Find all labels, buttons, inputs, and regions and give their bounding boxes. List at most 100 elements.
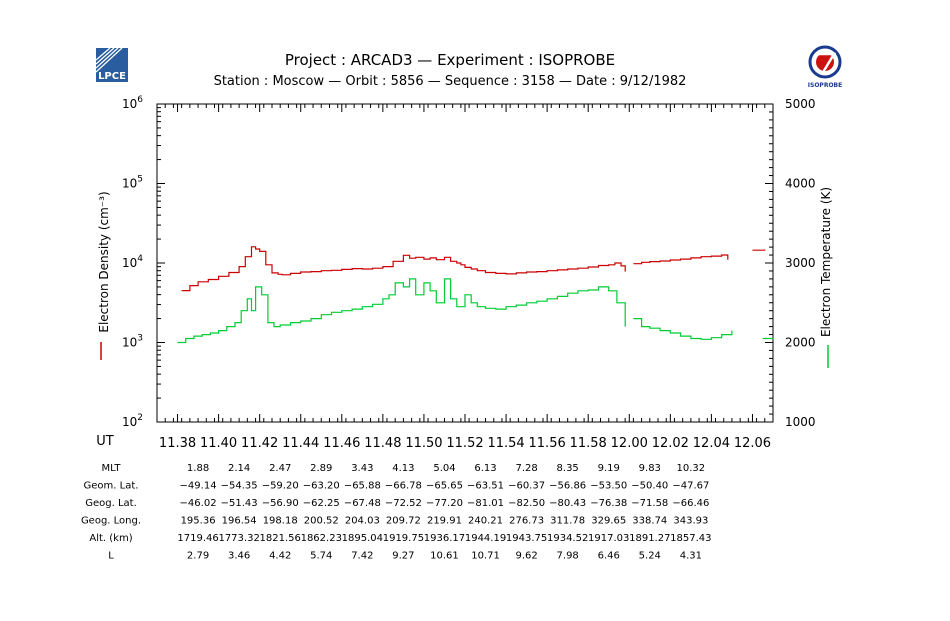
table-cell: 8.35 — [557, 463, 579, 474]
table-cell: 9.27 — [392, 551, 414, 562]
isoprobe-logo-core — [816, 53, 834, 71]
table-cell: 4.13 — [392, 463, 414, 474]
table-cell: −67.48 — [344, 498, 381, 509]
table-cell: 7.98 — [557, 551, 579, 562]
x-tick-label: 11.54 — [487, 436, 524, 451]
table-cell: −47.67 — [672, 481, 709, 492]
table-cell: 3.43 — [351, 463, 373, 474]
density-series-line-segment-2 — [633, 254, 729, 265]
table-cell: −66.78 — [385, 481, 422, 492]
table-cell: −65.65 — [426, 481, 463, 492]
y-left-tick-label: 105 — [122, 175, 143, 191]
table-cell: −46.02 — [180, 498, 217, 509]
y-left-tick-label: 103 — [122, 334, 143, 350]
x-tick-label: 12.00 — [611, 436, 648, 451]
x-tick-label: 11.58 — [570, 436, 607, 451]
table-cell: 204.03 — [345, 516, 380, 527]
series-layer — [177, 246, 774, 344]
table-row-label: Alt. (km) — [89, 533, 132, 544]
table-cell: 276.73 — [509, 516, 544, 527]
table-cell: 1944.19 — [465, 533, 506, 544]
table-cell: 1917.03 — [588, 533, 629, 544]
temperature-series-line — [177, 278, 626, 344]
density-series-line-segment-3 — [752, 249, 766, 251]
y-left-tick-label: 106 — [122, 95, 143, 111]
table-cell: 3.46 — [228, 551, 250, 562]
y-right-tick-label: 4000 — [785, 177, 816, 191]
chart-title: Project : ARCAD3 — Experiment : ISOPROBE — [285, 51, 615, 69]
table-cell: −76.38 — [590, 498, 627, 509]
table-cell: −54.35 — [221, 481, 258, 492]
table-cell: 219.91 — [427, 516, 462, 527]
table-cell: 1895.04 — [342, 533, 383, 544]
density-series-line — [181, 246, 626, 292]
table-cell: −65.88 — [344, 481, 381, 492]
table-cell: −82.50 — [508, 498, 545, 509]
x-axis-label: UT — [96, 434, 114, 449]
y-right-tick-label: 2000 — [785, 336, 816, 350]
table-cell: 2.14 — [228, 463, 250, 474]
table-row-label: Geom. Lat. — [84, 481, 139, 492]
table-cell: 10.32 — [677, 463, 706, 474]
table-cell: 2.89 — [310, 463, 332, 474]
lpce-logo-text: LPCE — [98, 71, 126, 82]
x-tick-label: 11.44 — [282, 436, 319, 451]
table-cell: 209.72 — [386, 516, 421, 527]
x-tick-label: 11.48 — [364, 436, 401, 451]
table-cell: −49.14 — [180, 481, 217, 492]
orbit-parameters-table: MLT 1.88 2.14 2.47 2.89 3.43 4.13 5.04 6.13 7.28 8… — [81, 463, 712, 562]
table-cell: −66.46 — [672, 498, 709, 509]
table-cell: −81.01 — [467, 498, 504, 509]
table-cell: 5.74 — [310, 551, 332, 562]
left-axis: 102 103 104 105 106 — [122, 95, 165, 429]
x-tick-label: 11.38 — [159, 436, 196, 451]
isoprobe-logo-seven — [816, 52, 837, 75]
x-tick-label: 11.56 — [529, 436, 566, 451]
table-cell: 343.93 — [673, 516, 708, 527]
table-cell: 2.79 — [187, 551, 209, 562]
temperature-series-line-segment-2 — [633, 318, 733, 340]
lpce-logo-stripes — [95, 47, 123, 73]
table-cell: 1943.75 — [506, 533, 547, 544]
isoprobe-logo-text: ISOPROBE — [808, 82, 842, 89]
isoprobe-logo: ISOPROBE — [808, 45, 842, 89]
table-cell: 311.78 — [550, 516, 585, 527]
table-cell: 1862.23 — [301, 533, 342, 544]
x-tick-label: 11.40 — [200, 436, 237, 451]
table-cell: 4.42 — [269, 551, 291, 562]
table-cell: −63.20 — [303, 481, 340, 492]
y-right-tick-label: 1000 — [785, 415, 816, 429]
table-cell: 1773.32 — [218, 533, 259, 544]
x-axis: 11.38 11.40 11.42 11.44 11.46 11.48 11.50 11.52… — [156, 104, 774, 451]
table-cell: −63.51 — [467, 481, 504, 492]
table-cell: 196.54 — [222, 516, 257, 527]
y-right-axis-label: Electron Temperature (K) — [819, 187, 833, 337]
x-tick-label: 11.42 — [241, 436, 278, 451]
x-tick-label: 12.06 — [734, 436, 771, 451]
chart-subtitle: Station : Moscow — Orbit : 5856 — Sequen… — [214, 74, 687, 89]
x-tick-label: 12.04 — [693, 436, 730, 451]
table-cell: 1719.46 — [177, 533, 218, 544]
table-cell: −72.52 — [385, 498, 422, 509]
x-tick-label: 11.52 — [446, 436, 483, 451]
y-left-tick-label: 104 — [122, 254, 143, 270]
table-cell: 1934.52 — [547, 533, 588, 544]
table-cell: 240.21 — [468, 516, 503, 527]
table-cell: 1821.56 — [260, 533, 301, 544]
table-row-label: L — [108, 551, 114, 562]
table-cell: 10.61 — [430, 551, 459, 562]
temperature-series-line-segment-3 — [762, 337, 774, 340]
table-cell: −56.86 — [549, 481, 586, 492]
y-left-axis-label: Electron Density (cm⁻³) — [97, 191, 111, 332]
table-cell: −53.50 — [590, 481, 627, 492]
table-cell: 195.36 — [181, 516, 216, 527]
table-cell: 200.52 — [304, 516, 339, 527]
table-cell: 9.19 — [598, 463, 620, 474]
table-cell: −50.40 — [631, 481, 668, 492]
table-cell: 1919.75 — [383, 533, 424, 544]
table-cell: 6.13 — [474, 463, 496, 474]
table-cell: 4.31 — [680, 551, 702, 562]
table-cell: 1891.27 — [629, 533, 670, 544]
table-cell: 9.83 — [639, 463, 661, 474]
table-cell: −56.90 — [262, 498, 299, 509]
